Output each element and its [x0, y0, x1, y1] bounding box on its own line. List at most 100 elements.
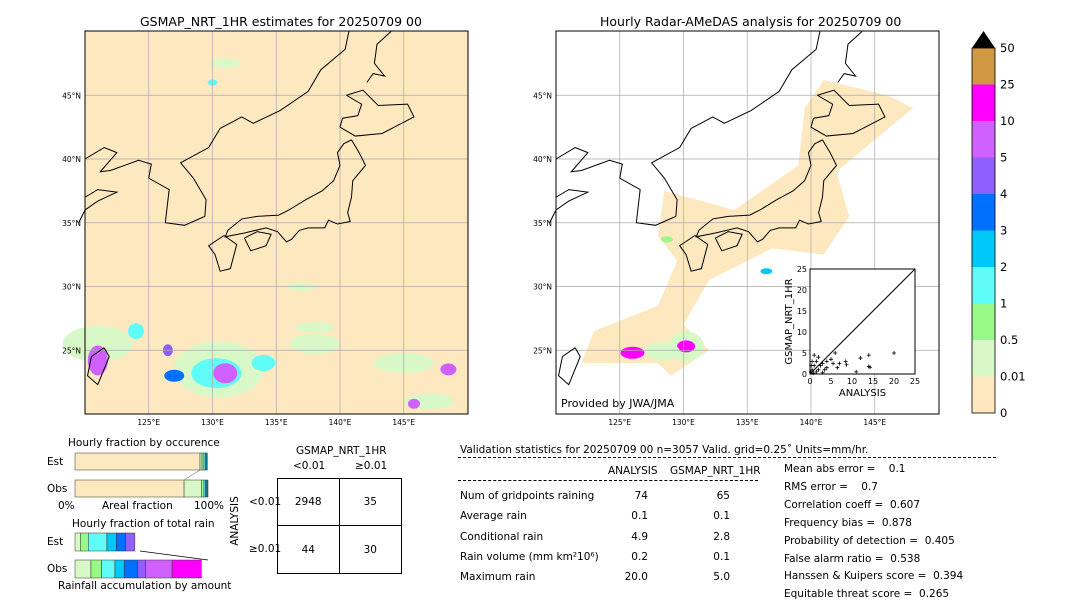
colorbar-extend-triangle — [972, 31, 995, 48]
scatter-xtick: 10 — [847, 377, 857, 386]
coastline — [78, 189, 119, 223]
stats-a: 0.1 — [631, 510, 648, 523]
scatter-xtick: 0 — [807, 377, 812, 386]
scatter-point — [808, 369, 813, 374]
score-item: RMS error = 0.7 — [784, 480, 878, 493]
score-item: Frequency bias = 0.878 — [784, 516, 912, 529]
rain-est-label: Est — [47, 536, 64, 548]
scatter-xtick: 15 — [868, 377, 878, 386]
stats-a: 74 — [634, 490, 648, 502]
occ-tick-100: 100% — [194, 500, 225, 512]
fraction-segment — [137, 559, 146, 579]
score-item: False alarm ratio = 0.538 — [784, 552, 921, 565]
scatter-point — [812, 353, 817, 358]
colorbar: 50 25 10 5 4 3 2 1 0.5 0.01 0 — [971, 31, 1026, 420]
colorbar-segment — [972, 230, 995, 267]
coastline — [224, 139, 367, 243]
scatter-point — [835, 365, 840, 370]
stats-col-gsmap: GSMAP_NRT_1HR — [670, 465, 761, 477]
stats-g: 0.1 — [713, 550, 730, 563]
lon-tick: 145°E — [863, 418, 886, 427]
scatter-ytick: 25 — [797, 265, 807, 274]
rain-title: Hourly fraction of total rain — [72, 518, 215, 530]
fraction-segment — [114, 559, 125, 579]
occ-obs-label: Obs — [47, 483, 68, 495]
fraction-segment — [183, 479, 202, 498]
scatter-point — [833, 351, 838, 355]
rain-obs-label: Obs — [47, 563, 68, 575]
rain-area — [620, 346, 645, 359]
credit-text: Provided by JWA/JMA — [561, 397, 675, 410]
colorbar-label: 5 — [1000, 151, 1007, 165]
stats-g: 65 — [716, 490, 730, 502]
fraction-segment — [201, 479, 205, 498]
coastline — [207, 235, 238, 272]
colorbar-label: 0.5 — [1000, 333, 1018, 347]
colorbar-segment — [972, 194, 995, 231]
colorbar-segment — [972, 157, 995, 194]
fraction-segment — [90, 559, 102, 579]
scatter-point — [837, 361, 842, 366]
coastline — [555, 31, 821, 226]
stats-label: Maximum rain — [460, 571, 536, 584]
lat-tick: 25°N — [62, 346, 81, 355]
cell-false-alarm: 35 — [339, 479, 401, 526]
rain-xlabel: Rainfall accumulation by amount — [58, 580, 232, 592]
occ-xlabel: Areal fraction — [102, 500, 173, 512]
colorbar-label: 50 — [1000, 41, 1015, 55]
scatter-point — [854, 369, 859, 374]
fraction-segment — [171, 559, 202, 579]
lon-tick: 140°E — [800, 418, 823, 427]
scatter-point — [811, 371, 816, 376]
map-frame — [555, 30, 940, 415]
coastline — [366, 31, 392, 83]
lat-tick: 40°N — [62, 155, 81, 164]
fraction-segment — [123, 559, 138, 579]
fraction-segment — [106, 532, 117, 552]
coastline — [339, 89, 415, 137]
lat-tick: 35°N — [533, 219, 552, 228]
lon-tick: 135°E — [265, 418, 288, 427]
coastline — [243, 231, 272, 252]
divider — [458, 480, 758, 481]
scatter-xtick: 25 — [910, 377, 920, 386]
stats-label: Average rain — [460, 510, 527, 523]
rain-area — [251, 355, 276, 371]
fraction-segment — [199, 452, 203, 471]
lat-tick: 30°N — [533, 283, 552, 292]
rain-area — [440, 363, 457, 376]
colorbar-segment — [972, 84, 995, 121]
scatter-point — [824, 359, 829, 364]
rain-area — [289, 333, 340, 354]
scatter-point — [810, 367, 815, 372]
scatter-point — [843, 359, 848, 364]
occ-tick-0: 0% — [58, 500, 75, 512]
fraction-segment — [74, 452, 201, 471]
coastline — [678, 235, 709, 272]
occ-est-label: Est — [47, 456, 64, 468]
scatter-point — [816, 355, 821, 360]
coastline — [84, 31, 350, 226]
coastline — [837, 31, 863, 83]
lat-tick: 45°N — [533, 91, 552, 100]
scatter-point — [844, 362, 849, 367]
map-frame — [84, 30, 469, 415]
scatter-point — [814, 369, 819, 374]
colorbar-label: 3 — [1000, 224, 1007, 238]
stats-a: 20.0 — [624, 571, 648, 584]
lon-tick: 130°E — [672, 418, 695, 427]
colorbar-label: 4 — [1000, 187, 1007, 201]
cell-miss: 44 — [278, 526, 340, 573]
scatter-point — [868, 365, 873, 370]
scatter-point — [810, 359, 815, 364]
rain-area — [677, 340, 696, 353]
fraction-segment — [206, 479, 209, 498]
colorbar-segment — [972, 303, 995, 340]
fraction-segment — [74, 559, 92, 579]
lon-tick: 140°E — [329, 418, 352, 427]
fraction-segment — [74, 532, 81, 552]
one-to-one-line — [809, 268, 916, 375]
rain-area — [213, 363, 238, 384]
